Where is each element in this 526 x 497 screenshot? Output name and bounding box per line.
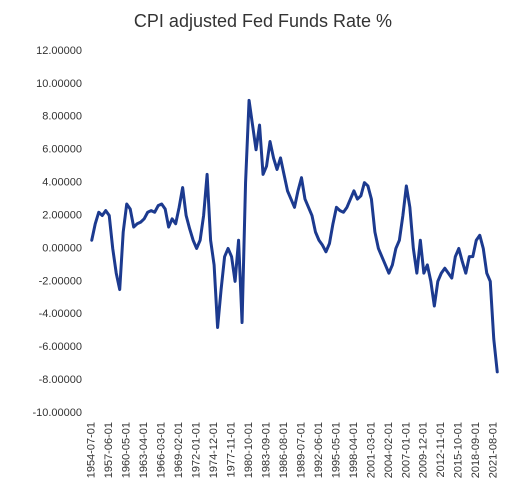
x-tick-label: 2001-03-01 — [365, 422, 377, 478]
x-tick-label: 2009-12-01 — [418, 422, 430, 478]
x-tick-label: 1960-05-01 — [121, 422, 133, 478]
x-tick-label: 1957-06-01 — [103, 422, 115, 478]
x-tick-label: 1995-05-01 — [330, 422, 342, 478]
y-tick-label: -6.00000 — [39, 341, 82, 353]
x-tick-label: 1977-11-01 — [225, 422, 237, 477]
x-tick-label: 1954-07-01 — [86, 422, 98, 478]
data-line — [90, 98, 499, 374]
x-tick-label: 2018-09-01 — [470, 422, 482, 478]
x-tick-label: 1966-03-01 — [156, 422, 168, 478]
y-tick-label: 8.00000 — [42, 111, 82, 123]
x-tick-label: 1974-12-01 — [208, 422, 220, 478]
y-tick-label: -8.00000 — [39, 374, 82, 386]
y-tick-label: 4.00000 — [42, 177, 82, 189]
x-tick-label: 1989-07-01 — [295, 422, 307, 478]
x-tick-label: 1992-06-01 — [313, 422, 325, 478]
x-tick-label: 1972-01-01 — [191, 422, 203, 478]
x-tick-label: 2012-11-01 — [435, 422, 447, 477]
x-tick-label: 1986-08-01 — [278, 422, 290, 478]
y-tick-label: -10.00000 — [32, 407, 82, 419]
x-tick-label: 2021-08-01 — [488, 422, 500, 478]
y-tick-label: 6.00000 — [42, 144, 82, 156]
x-tick-label: 1980-10-01 — [243, 422, 255, 478]
x-tick-label: 1998-04-01 — [348, 422, 360, 478]
x-tick-label: 2004-02-01 — [383, 422, 395, 478]
y-tick-label: 2.00000 — [42, 209, 82, 221]
y-tick-label: -2.00000 — [39, 275, 82, 287]
y-tick-label: 12.00000 — [36, 45, 82, 57]
x-tick-label: 1969-02-01 — [173, 422, 185, 478]
chart-title: CPI adjusted Fed Funds Rate % — [134, 11, 392, 31]
x-tick-label: 2015-10-01 — [453, 422, 465, 478]
x-tick-label: 1983-09-01 — [260, 422, 272, 478]
y-tick-label: -4.00000 — [39, 308, 82, 320]
y-tick-label: 0.00000 — [42, 242, 82, 254]
x-tick-label: 1963-04-01 — [138, 422, 150, 478]
x-tick-label: 2007-01-01 — [400, 422, 412, 478]
y-tick-label: 10.00000 — [36, 78, 82, 90]
